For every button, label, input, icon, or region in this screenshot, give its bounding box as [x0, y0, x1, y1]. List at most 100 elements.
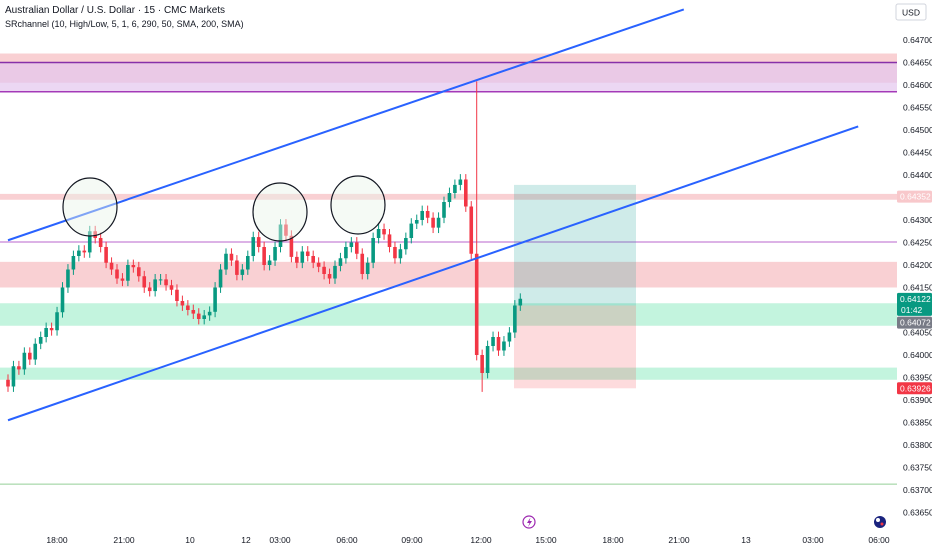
x-tick-label: 21:00: [668, 535, 690, 545]
candle-body: [169, 285, 174, 290]
candle-body: [11, 366, 16, 387]
candle-body: [82, 250, 87, 253]
candle-body: [196, 313, 201, 319]
candle-body: [180, 301, 185, 306]
candle-body: [474, 253, 479, 355]
candle-body: [147, 287, 152, 292]
candle-body: [453, 184, 457, 193]
candle-body: [289, 235, 294, 257]
y-tick-label: 0.64650: [903, 58, 932, 68]
candle-body: [120, 278, 125, 281]
x-tick-label: 09:00: [401, 535, 423, 545]
y-tick-label: 0.63850: [903, 418, 932, 428]
candle-body: [398, 249, 403, 259]
candle-body: [71, 256, 76, 270]
channel-line: [7, 125, 859, 422]
candle-body: [246, 256, 250, 270]
y-tick-label: 0.63650: [903, 508, 932, 518]
candle-body: [447, 193, 452, 202]
y-tick-label: 0.64400: [903, 170, 932, 180]
candle-body: [229, 253, 234, 261]
candle-body: [491, 337, 495, 346]
candle-body: [191, 310, 196, 314]
price-tag: [897, 316, 932, 329]
currency-label: USD: [902, 8, 920, 18]
candle-body: [142, 276, 147, 288]
support-zone: [0, 303, 897, 326]
x-tick-label: 15:00: [535, 535, 557, 545]
candle-body: [240, 269, 245, 275]
candle-body: [17, 366, 21, 370]
candle-body: [414, 220, 419, 224]
candle-body: [518, 298, 523, 306]
x-tick-label: 21:00: [113, 535, 135, 545]
candle-body: [87, 231, 92, 253]
candle-body: [480, 355, 484, 373]
candle-body: [431, 217, 435, 228]
x-tick-label: 12:00: [470, 535, 492, 545]
channel-line: [7, 8, 685, 242]
y-tick-label: 0.64050: [903, 328, 932, 338]
x-tick-label: 06:00: [868, 535, 890, 545]
flag-icon[interactable]: [874, 516, 886, 528]
candle-body: [267, 260, 272, 265]
x-tick-label: 18:00: [46, 535, 68, 545]
candle-body: [186, 305, 190, 310]
y-tick-label: 0.63700: [903, 485, 932, 495]
candle-body: [158, 279, 163, 281]
candle-body: [322, 266, 326, 274]
candle-body: [376, 229, 381, 238]
candle-body: [251, 237, 256, 256]
candle-body: [496, 337, 501, 351]
candle-body: [311, 256, 315, 263]
candle-body: [273, 247, 277, 261]
candle-body: [109, 262, 114, 270]
candle-body: [327, 274, 332, 279]
candle-body: [278, 224, 283, 247]
y-tick-label: 0.64150: [903, 283, 932, 293]
candle-body: [256, 237, 261, 247]
candle-body: [360, 253, 365, 274]
indicator-legend[interactable]: SRchannel (10, High/Low, 5, 1, 6, 290, 5…: [5, 19, 244, 29]
candle-body: [207, 311, 212, 316]
candle-body: [49, 328, 54, 331]
currency-button[interactable]: USD: [895, 3, 927, 21]
y-tick-label: 0.64500: [903, 125, 932, 135]
y-tick-label: 0.63900: [903, 395, 932, 405]
lightning-icon[interactable]: [522, 515, 536, 529]
candle-body: [60, 287, 65, 313]
candle-body: [382, 229, 386, 235]
candle-body: [93, 231, 97, 238]
candle-body: [38, 337, 43, 344]
y-tick-label: 0.64300: [903, 215, 932, 225]
highlight-circle: [62, 177, 118, 237]
candle-body: [262, 247, 266, 265]
candle-body: [153, 279, 157, 292]
candle-body: [55, 312, 59, 331]
candle-body: [436, 217, 441, 228]
x-tick-label: 12: [241, 535, 251, 545]
candle-body: [338, 258, 343, 266]
y-tick-label: 0.64250: [903, 238, 932, 248]
candle-body: [224, 253, 228, 270]
y-tick-label: 0.64550: [903, 103, 932, 113]
highlight-circle: [252, 182, 308, 242]
y-tick-label: 0.63950: [903, 373, 932, 383]
candle-body: [316, 262, 321, 267]
purple-zone: [0, 62, 897, 92]
position-target-zone: [514, 184, 636, 306]
highlight-circle: [330, 175, 386, 235]
y-tick-label: 0.63750: [903, 463, 932, 473]
candle-body: [66, 269, 70, 288]
candle-body: [355, 242, 359, 254]
candle-body: [235, 260, 239, 275]
price-tag-label: 0.64352: [900, 192, 931, 202]
candle-body: [77, 250, 81, 256]
support-zone: [0, 367, 897, 380]
candle-body: [365, 262, 370, 274]
candle-body: [218, 269, 223, 288]
last-price-tag: [897, 292, 932, 316]
candle-body: [464, 179, 468, 207]
x-tick-label: 03:00: [269, 535, 291, 545]
